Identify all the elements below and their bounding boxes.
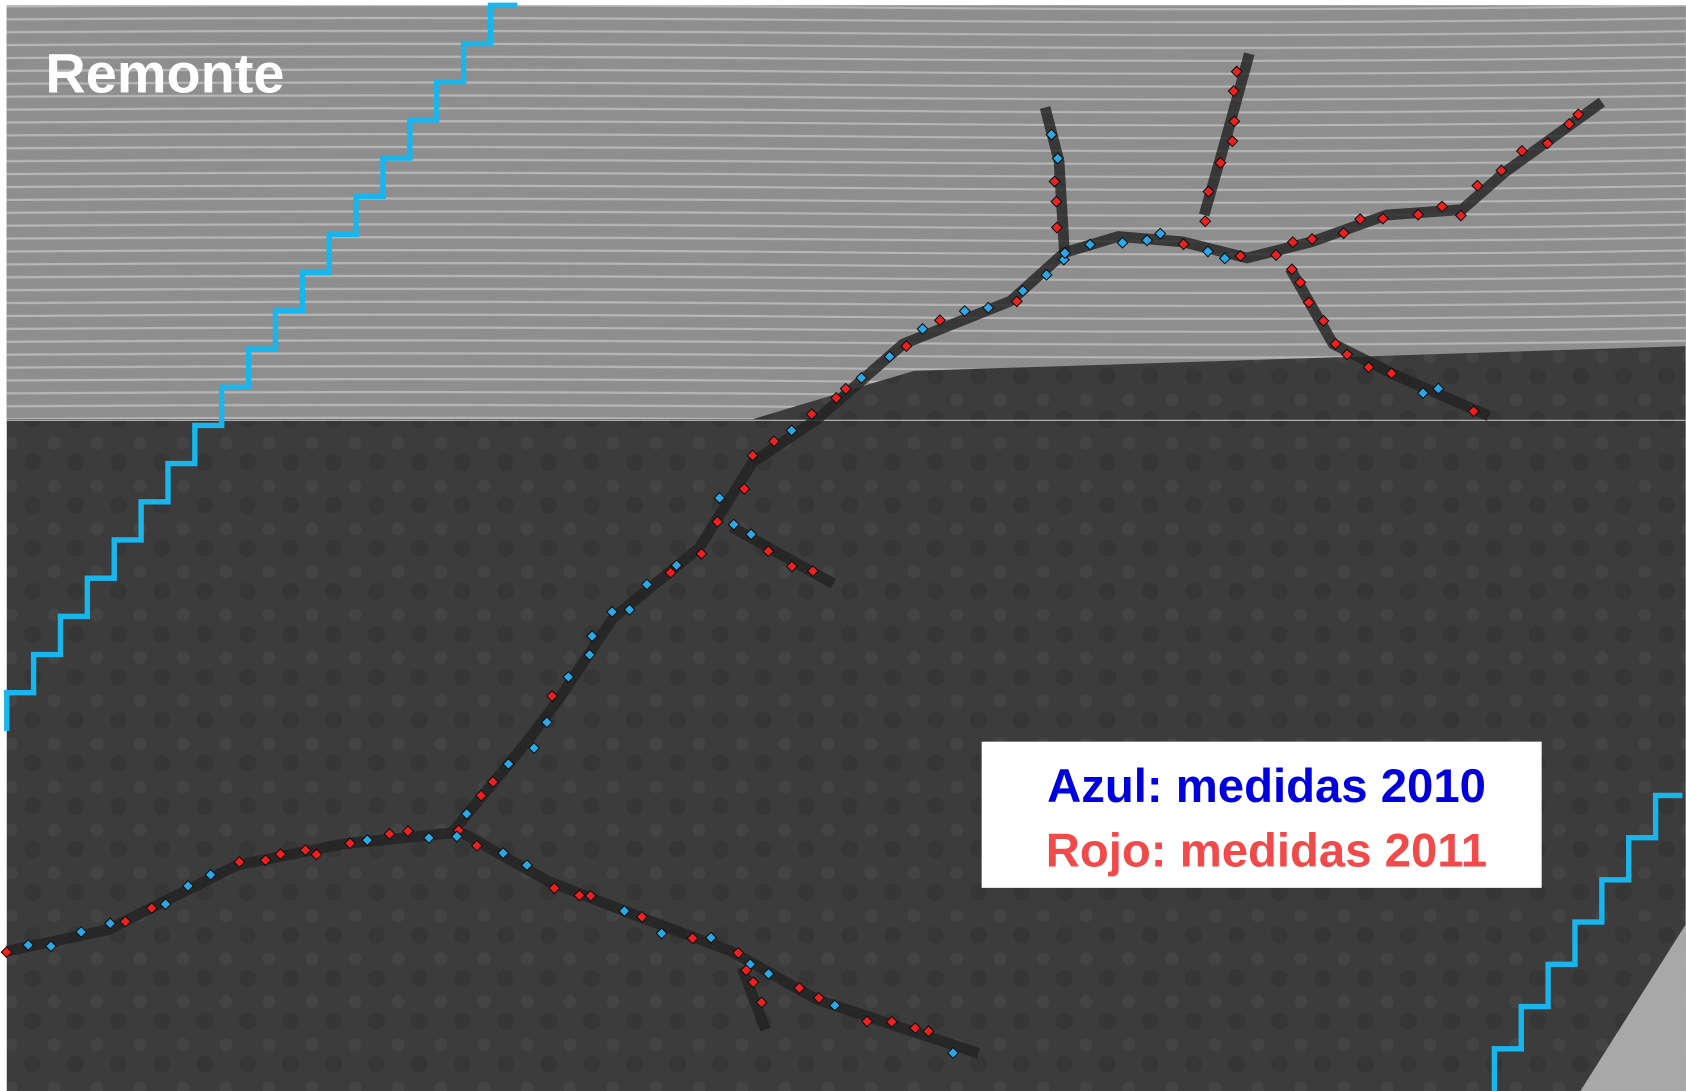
aerial-map: Remonte Azul: medidas 2010 Rojo: medidas… — [0, 0, 1686, 1091]
legend-item: Azul: medidas 2010 — [1047, 760, 1486, 813]
legend-item: Rojo: medidas 2011 — [1046, 824, 1487, 877]
title: Remonte — [45, 41, 284, 104]
page: Remonte Azul: medidas 2010 Rojo: medidas… — [0, 0, 1686, 1091]
